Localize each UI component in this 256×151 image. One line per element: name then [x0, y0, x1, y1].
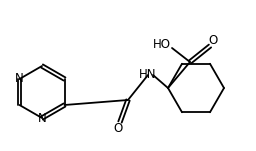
Text: HO: HO: [153, 37, 171, 50]
Text: N: N: [15, 72, 24, 85]
Text: N: N: [38, 111, 46, 125]
Text: O: O: [113, 122, 123, 135]
Text: O: O: [208, 34, 218, 48]
Text: HN: HN: [139, 69, 157, 82]
